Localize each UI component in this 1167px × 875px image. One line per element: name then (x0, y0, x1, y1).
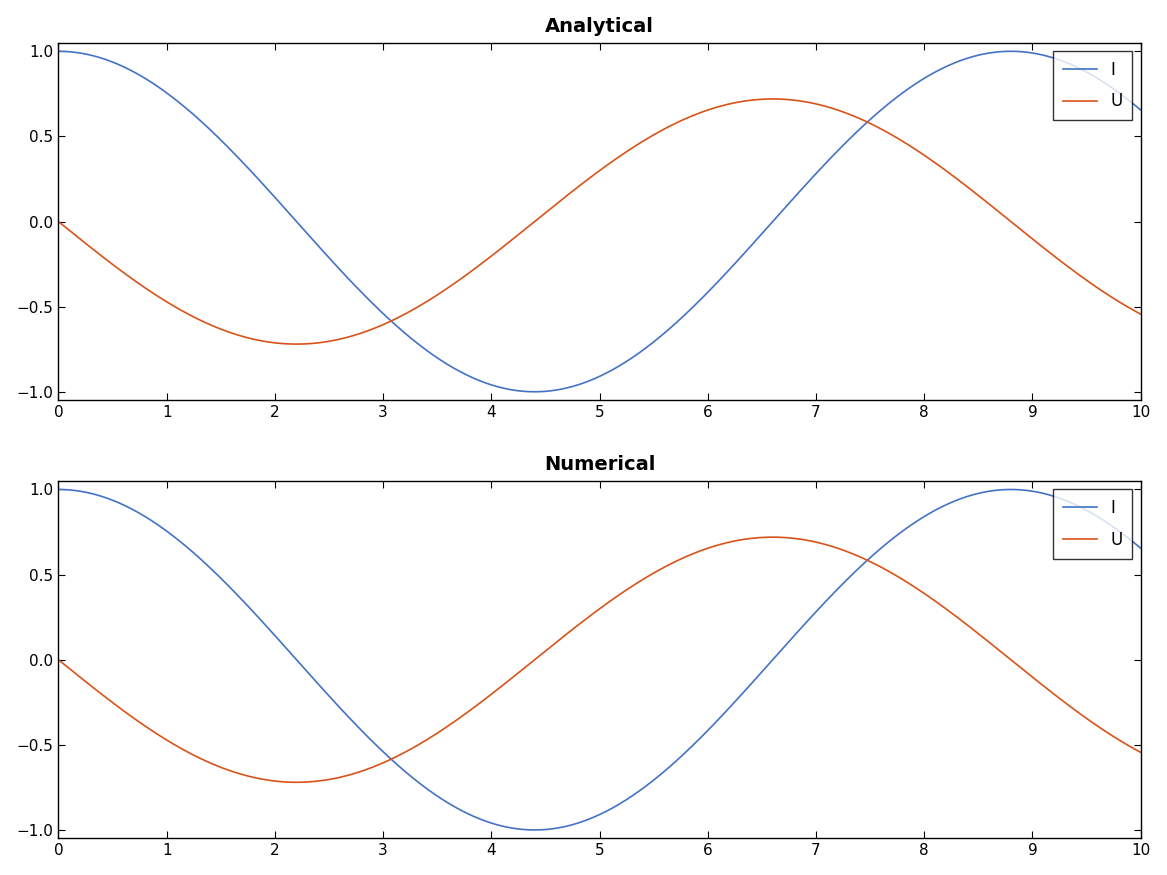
U (162, 298, 176, 308)
U (51, 216, 65, 227)
U (797, 535, 811, 545)
I (1133, 543, 1147, 554)
Line: I: I (58, 489, 1140, 830)
I (796, 183, 810, 193)
Title: Analytical: Analytical (545, 17, 654, 36)
U (897, 137, 911, 148)
I (529, 387, 543, 397)
U (529, 215, 543, 226)
I (796, 621, 810, 632)
U (766, 94, 780, 104)
I (489, 819, 503, 829)
U (917, 150, 931, 160)
U (766, 532, 780, 542)
U (917, 588, 931, 598)
Line: I: I (58, 52, 1140, 392)
U (897, 576, 911, 586)
I (162, 89, 176, 100)
Line: U: U (58, 99, 1140, 344)
I (162, 528, 176, 538)
U (1133, 309, 1147, 319)
U (529, 654, 543, 664)
I (896, 525, 910, 536)
U (1133, 747, 1147, 758)
I (529, 825, 543, 836)
I (916, 512, 930, 522)
Line: U: U (58, 537, 1140, 782)
I (51, 46, 65, 57)
I (489, 381, 503, 391)
U (51, 654, 65, 665)
Legend: I, U: I, U (1054, 489, 1132, 558)
I (529, 825, 543, 836)
U (289, 777, 303, 788)
I (916, 74, 930, 84)
U (490, 246, 504, 256)
I (51, 484, 65, 494)
U (289, 339, 303, 349)
U (490, 684, 504, 695)
I (1133, 105, 1147, 116)
Legend: I, U: I, U (1054, 51, 1132, 121)
I (896, 87, 910, 97)
U (797, 96, 811, 107)
I (529, 387, 543, 397)
Title: Numerical: Numerical (544, 455, 655, 474)
U (162, 736, 176, 746)
